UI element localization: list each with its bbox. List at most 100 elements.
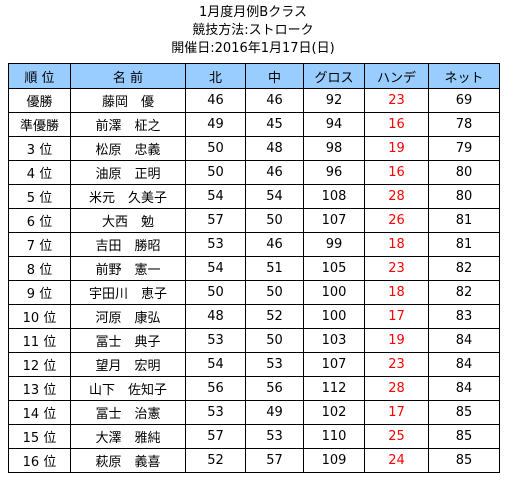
rank-cell: 7 位 [8,232,71,257]
rank-cell: 5 位 [8,184,71,209]
net-cell: 83 [428,304,500,329]
net-cell: 80 [428,184,500,209]
name-cell: 大澤 雅純 [70,424,186,449]
rank-cell: 12 位 [8,352,71,377]
name-cell: 宇田川 恵子 [70,280,186,305]
table-row: 15 位大澤 雅純 57 53 110 25 85 [8,424,500,449]
north-cell: 52 [185,448,246,473]
net-cell: 82 [428,256,500,281]
handicap-cell: 26 [364,208,429,233]
gross-cell: 96 [303,160,365,185]
north-cell: 53 [185,232,246,257]
handicap-cell: 18 [364,232,429,257]
name-cell: 萩原 義喜 [70,448,186,473]
name-cell: 前澤 柾之 [70,112,186,137]
table-row: 13 位山下 佐知子 56 56 112 28 84 [8,376,500,401]
net-cell: 78 [428,112,500,137]
middle-cell: 46 [245,232,304,257]
middle-cell: 57 [245,448,304,473]
handicap-cell: 16 [364,160,429,185]
name-cell: 望月 宏明 [70,352,186,377]
gross-cell: 100 [303,280,365,305]
gross-cell: 102 [303,400,365,425]
handicap-cell: 19 [364,136,429,161]
net-cell: 85 [428,400,500,425]
net-cell: 84 [428,376,500,401]
gross-cell: 107 [303,208,365,233]
table-row: 優勝 藤岡 優 46 46 92 23 69 [8,88,500,113]
handicap-cell: 28 [364,184,429,209]
handicap-cell: 28 [364,376,429,401]
table-row: 11 位冨士 典子 53 50 103 19 84 [8,328,500,353]
rank-cell: 3 位 [8,136,71,161]
handicap-cell: 23 [364,256,429,281]
net-cell: 84 [428,352,500,377]
event-date: 開催日:2016年1月17日(日) [171,41,335,56]
rank-cell: 優勝 [8,88,71,113]
rank-cell: 16 位 [8,448,71,473]
north-cell: 46 [185,88,246,113]
middle-cell: 52 [245,304,304,329]
middle-cell: 56 [245,376,304,401]
name-cell: 前野 憲一 [70,256,186,281]
results-table: 順 位 名 前 北 中 グロス ハンデ ネット 優勝 藤岡 優 46 46 92 23 69… [8,63,500,473]
north-cell: 57 [185,424,246,449]
handicap-cell: 24 [364,448,429,473]
rank-cell: 10 位 [8,304,71,329]
name-cell: 冨士 治憲 [70,400,186,425]
middle-cell: 48 [245,136,304,161]
net-cell: 81 [428,232,500,257]
middle-cell: 50 [245,328,304,353]
rank-cell: 8 位 [8,256,71,281]
table-row: 8 位前野 憲一 54 51 105 23 82 [8,256,500,281]
table-row: 4 位油原 正明 50 46 96 16 80 [8,160,500,185]
handicap-cell: 19 [364,328,429,353]
north-cell: 53 [185,400,246,425]
handicap-cell: 18 [364,280,429,305]
gross-cell: 100 [303,304,365,329]
north-cell: 50 [185,280,246,305]
header-name: 名 前 [70,63,186,89]
header-handicap: ハンデ [364,63,429,89]
competition-method: 競技方法:ストローク [192,23,314,38]
rank-cell: 4 位 [8,160,71,185]
rank-cell: 11 位 [8,328,71,353]
north-cell: 48 [185,304,246,329]
gross-cell: 109 [303,448,365,473]
net-cell: 85 [428,448,500,473]
handicap-cell: 17 [364,304,429,329]
handicap-cell: 23 [364,352,429,377]
name-cell: 藤岡 優 [70,88,186,113]
name-cell: 山下 佐知子 [70,376,186,401]
table-row: 14 位冨士 治憲 53 49 102 17 85 [8,400,500,425]
net-cell: 81 [428,208,500,233]
gross-cell: 105 [303,256,365,281]
net-cell: 85 [428,424,500,449]
header-rank: 順 位 [8,63,71,89]
middle-cell: 50 [245,208,304,233]
north-cell: 57 [185,208,246,233]
page-title: 1月度月例Bクラス [199,5,307,20]
middle-cell: 46 [245,88,304,113]
gross-cell: 108 [303,184,365,209]
gross-cell: 103 [303,328,365,353]
handicap-cell: 25 [364,424,429,449]
name-cell: 油原 正明 [70,160,186,185]
net-cell: 80 [428,160,500,185]
rank-cell: 15 位 [8,424,71,449]
net-cell: 79 [428,136,500,161]
gross-cell: 110 [303,424,365,449]
north-cell: 50 [185,136,246,161]
header-row: 順 位 名 前 北 中 グロス ハンデ ネット [8,63,500,89]
rank-cell: 13 位 [8,376,71,401]
gross-cell: 99 [303,232,365,257]
middle-cell: 45 [245,112,304,137]
north-cell: 56 [185,376,246,401]
north-cell: 54 [185,256,246,281]
middle-cell: 49 [245,400,304,425]
header-gross: グロス [303,63,365,89]
header-middle: 中 [245,63,304,89]
north-cell: 54 [185,352,246,377]
rank-cell: 14 位 [8,400,71,425]
table-row: 16 位萩原 義喜 52 57 109 24 85 [8,448,500,473]
